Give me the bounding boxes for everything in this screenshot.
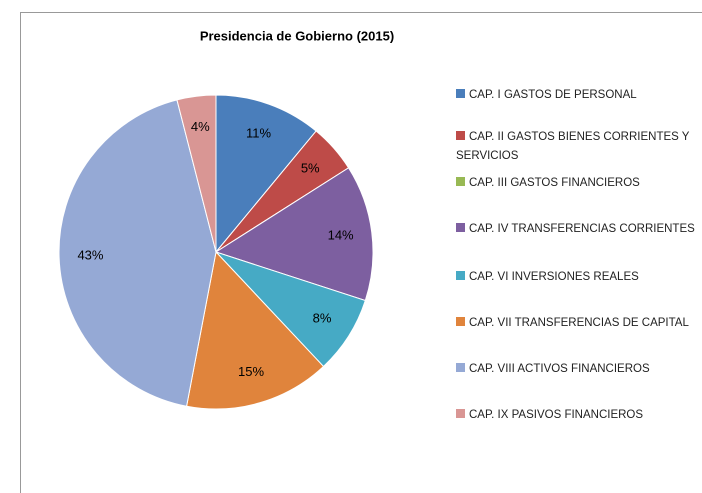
legend-label: CAP. VI INVERSIONES REALES [469,271,639,283]
data-label: 43% [77,247,103,262]
legend-item: CAP. VII TRANSFERENCIAS DE CAPITAL [456,314,702,333]
data-label: 15% [238,364,264,379]
legend-swatch [456,177,465,186]
legend-item: CAP. VIII ACTIVOS FINANCIEROS [456,360,702,379]
legend-label: CAP. VII TRANSFERENCIAS DE CAPITAL [469,317,689,329]
legend-swatch [456,89,465,98]
pie-slice [214,167,374,302]
legend-label: CAP. VIII ACTIVOS FINANCIEROS [469,363,650,375]
data-label: 11% [246,125,271,140]
data-label: 14% [328,228,354,243]
legend-label: CAP. II GASTOS BIENES CORRIENTES Y SERVI… [456,131,690,162]
legend-item: CAP. II GASTOS BIENES CORRIENTES Y SERVI… [456,128,692,166]
legend-swatch [456,271,465,280]
pie-slice [58,99,217,407]
pie-slice [215,94,317,254]
legend-label: CAP. IX PASIVOS FINANCIEROS [469,409,644,421]
chart-title: Presidencia de Gobierno (2015) [200,28,394,43]
legend-item: CAP. VI INVERSIONES REALES [456,268,702,287]
legend-swatch [456,363,465,372]
data-label: 4% [191,119,210,134]
legend-item: CAP. IX PASIVOS FINANCIEROS [456,406,702,425]
data-label: 8% [313,311,332,326]
legend-item: CAP. III GASTOS FINANCIEROS [456,174,702,193]
legend-item: CAP. IV TRANSFERENCIAS CORRIENTES [456,220,702,239]
legend-label: CAP. I GASTOS DE PERSONAL [469,89,637,101]
legend-swatch [456,131,465,140]
pie-slice [176,94,217,253]
legend-swatch [456,409,465,418]
legend-swatch [456,223,465,232]
legend-label: CAP. IV TRANSFERENCIAS CORRIENTES [469,223,695,235]
pie-slice [185,250,325,410]
legend-swatch [456,317,465,326]
legend-label: CAP. III GASTOS FINANCIEROS [469,177,640,189]
legend-item: CAP. I GASTOS DE PERSONAL [456,86,702,105]
data-label: 5% [301,160,320,175]
